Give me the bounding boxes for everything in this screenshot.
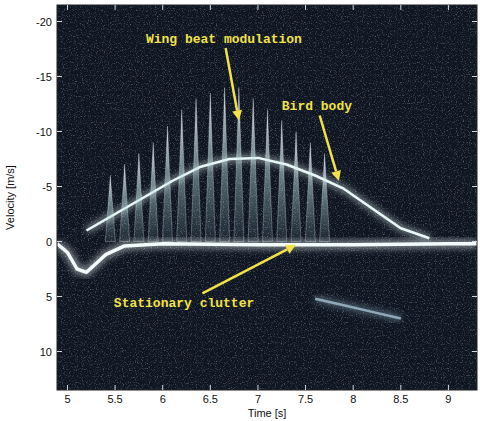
x-tick xyxy=(257,5,258,10)
x-tick xyxy=(448,385,449,390)
x-tick-label: 8 xyxy=(350,393,356,405)
wing-beat-spike xyxy=(177,110,187,242)
x-axis-title: Time [s] xyxy=(248,407,287,419)
trace-glow xyxy=(57,244,477,273)
wing-beat-spike xyxy=(105,176,115,242)
chart: 5 5.5 6 6.5 7 7.5 8 8.5 9 -20 -15 -10 -5 0 5 10 Time [s]… xyxy=(0,0,488,421)
y-tick xyxy=(57,21,62,22)
annotation-arrowhead xyxy=(331,170,341,181)
y-tick xyxy=(57,186,62,187)
x-tick xyxy=(305,385,306,390)
y-tick xyxy=(57,76,62,77)
y-tick xyxy=(472,131,477,132)
annotation-arrow xyxy=(226,48,237,111)
y-tick-label: 5 xyxy=(46,291,52,303)
y-tick-label: 10 xyxy=(40,346,52,358)
x-tick-label: 6 xyxy=(160,393,166,405)
x-tick xyxy=(400,5,401,10)
y-tick xyxy=(472,186,477,187)
y-tick xyxy=(57,241,62,242)
y-tick-label: -15 xyxy=(36,71,52,83)
annotation-arrow xyxy=(320,116,336,172)
x-tick xyxy=(162,385,163,390)
wing-beat-spike xyxy=(148,143,158,242)
x-tick xyxy=(353,385,354,390)
x-tick xyxy=(210,385,211,390)
y-tick xyxy=(472,241,477,242)
y-tick-label: -5 xyxy=(42,181,52,193)
y-tick xyxy=(57,131,62,132)
y-tick-label: 0 xyxy=(46,236,52,248)
annotation-arrowhead xyxy=(232,110,242,121)
annotation-text: Wing beat modulation xyxy=(146,32,302,47)
y-tick xyxy=(472,21,477,22)
trace-glow xyxy=(315,299,401,319)
wing-beat-spike xyxy=(291,132,301,242)
annotation-arrow xyxy=(202,249,287,293)
data-group xyxy=(57,88,477,319)
plot-frame xyxy=(57,5,477,390)
x-tick xyxy=(67,385,68,390)
plot-noise xyxy=(57,5,477,390)
x-tick xyxy=(115,385,116,390)
annotation-arrowhead xyxy=(285,245,296,254)
wing-beat-spike xyxy=(277,121,287,242)
x-tick-label: 5 xyxy=(64,393,70,405)
x-tick xyxy=(400,385,401,390)
trace-line xyxy=(315,299,401,319)
annotation-text: Bird body xyxy=(282,99,352,114)
wing-beat-spike xyxy=(162,126,172,242)
y-tick xyxy=(57,351,62,352)
x-tick-label: 8.5 xyxy=(393,393,408,405)
wing-beat-spike xyxy=(320,154,330,242)
x-tick xyxy=(448,5,449,10)
wing-beat-spike xyxy=(220,88,230,242)
trace-line xyxy=(57,244,477,273)
y-tick xyxy=(472,351,477,352)
y-axis-title: Velocity [m/s] xyxy=(4,165,16,230)
x-tick-label: 7 xyxy=(255,393,261,405)
y-tick-label: -10 xyxy=(36,126,52,138)
y-tick xyxy=(57,296,62,297)
x-tick xyxy=(257,385,258,390)
wing-beat-spike xyxy=(191,99,201,242)
x-tick xyxy=(305,5,306,10)
y-tick xyxy=(472,296,477,297)
annotation-text: Stationary clutter xyxy=(114,296,254,311)
x-tick-label: 6.5 xyxy=(203,393,218,405)
wing-beat-spike xyxy=(248,99,258,242)
wing-beat-spike xyxy=(262,110,272,242)
plot-background xyxy=(57,5,477,390)
x-tick-label: 5.5 xyxy=(107,393,122,405)
x-tick xyxy=(353,5,354,10)
x-tick xyxy=(115,5,116,10)
x-tick-label: 9 xyxy=(445,393,451,405)
wing-beat-spike xyxy=(305,143,315,242)
x-tick xyxy=(210,5,211,10)
y-tick-label: -20 xyxy=(36,16,52,28)
y-tick xyxy=(472,76,477,77)
x-tick xyxy=(162,5,163,10)
wing-beat-spike xyxy=(205,93,215,242)
x-tick xyxy=(67,5,68,10)
wing-beat-spike xyxy=(120,165,130,242)
x-tick-label: 7.5 xyxy=(298,393,313,405)
wing-beat-spike xyxy=(134,154,144,242)
